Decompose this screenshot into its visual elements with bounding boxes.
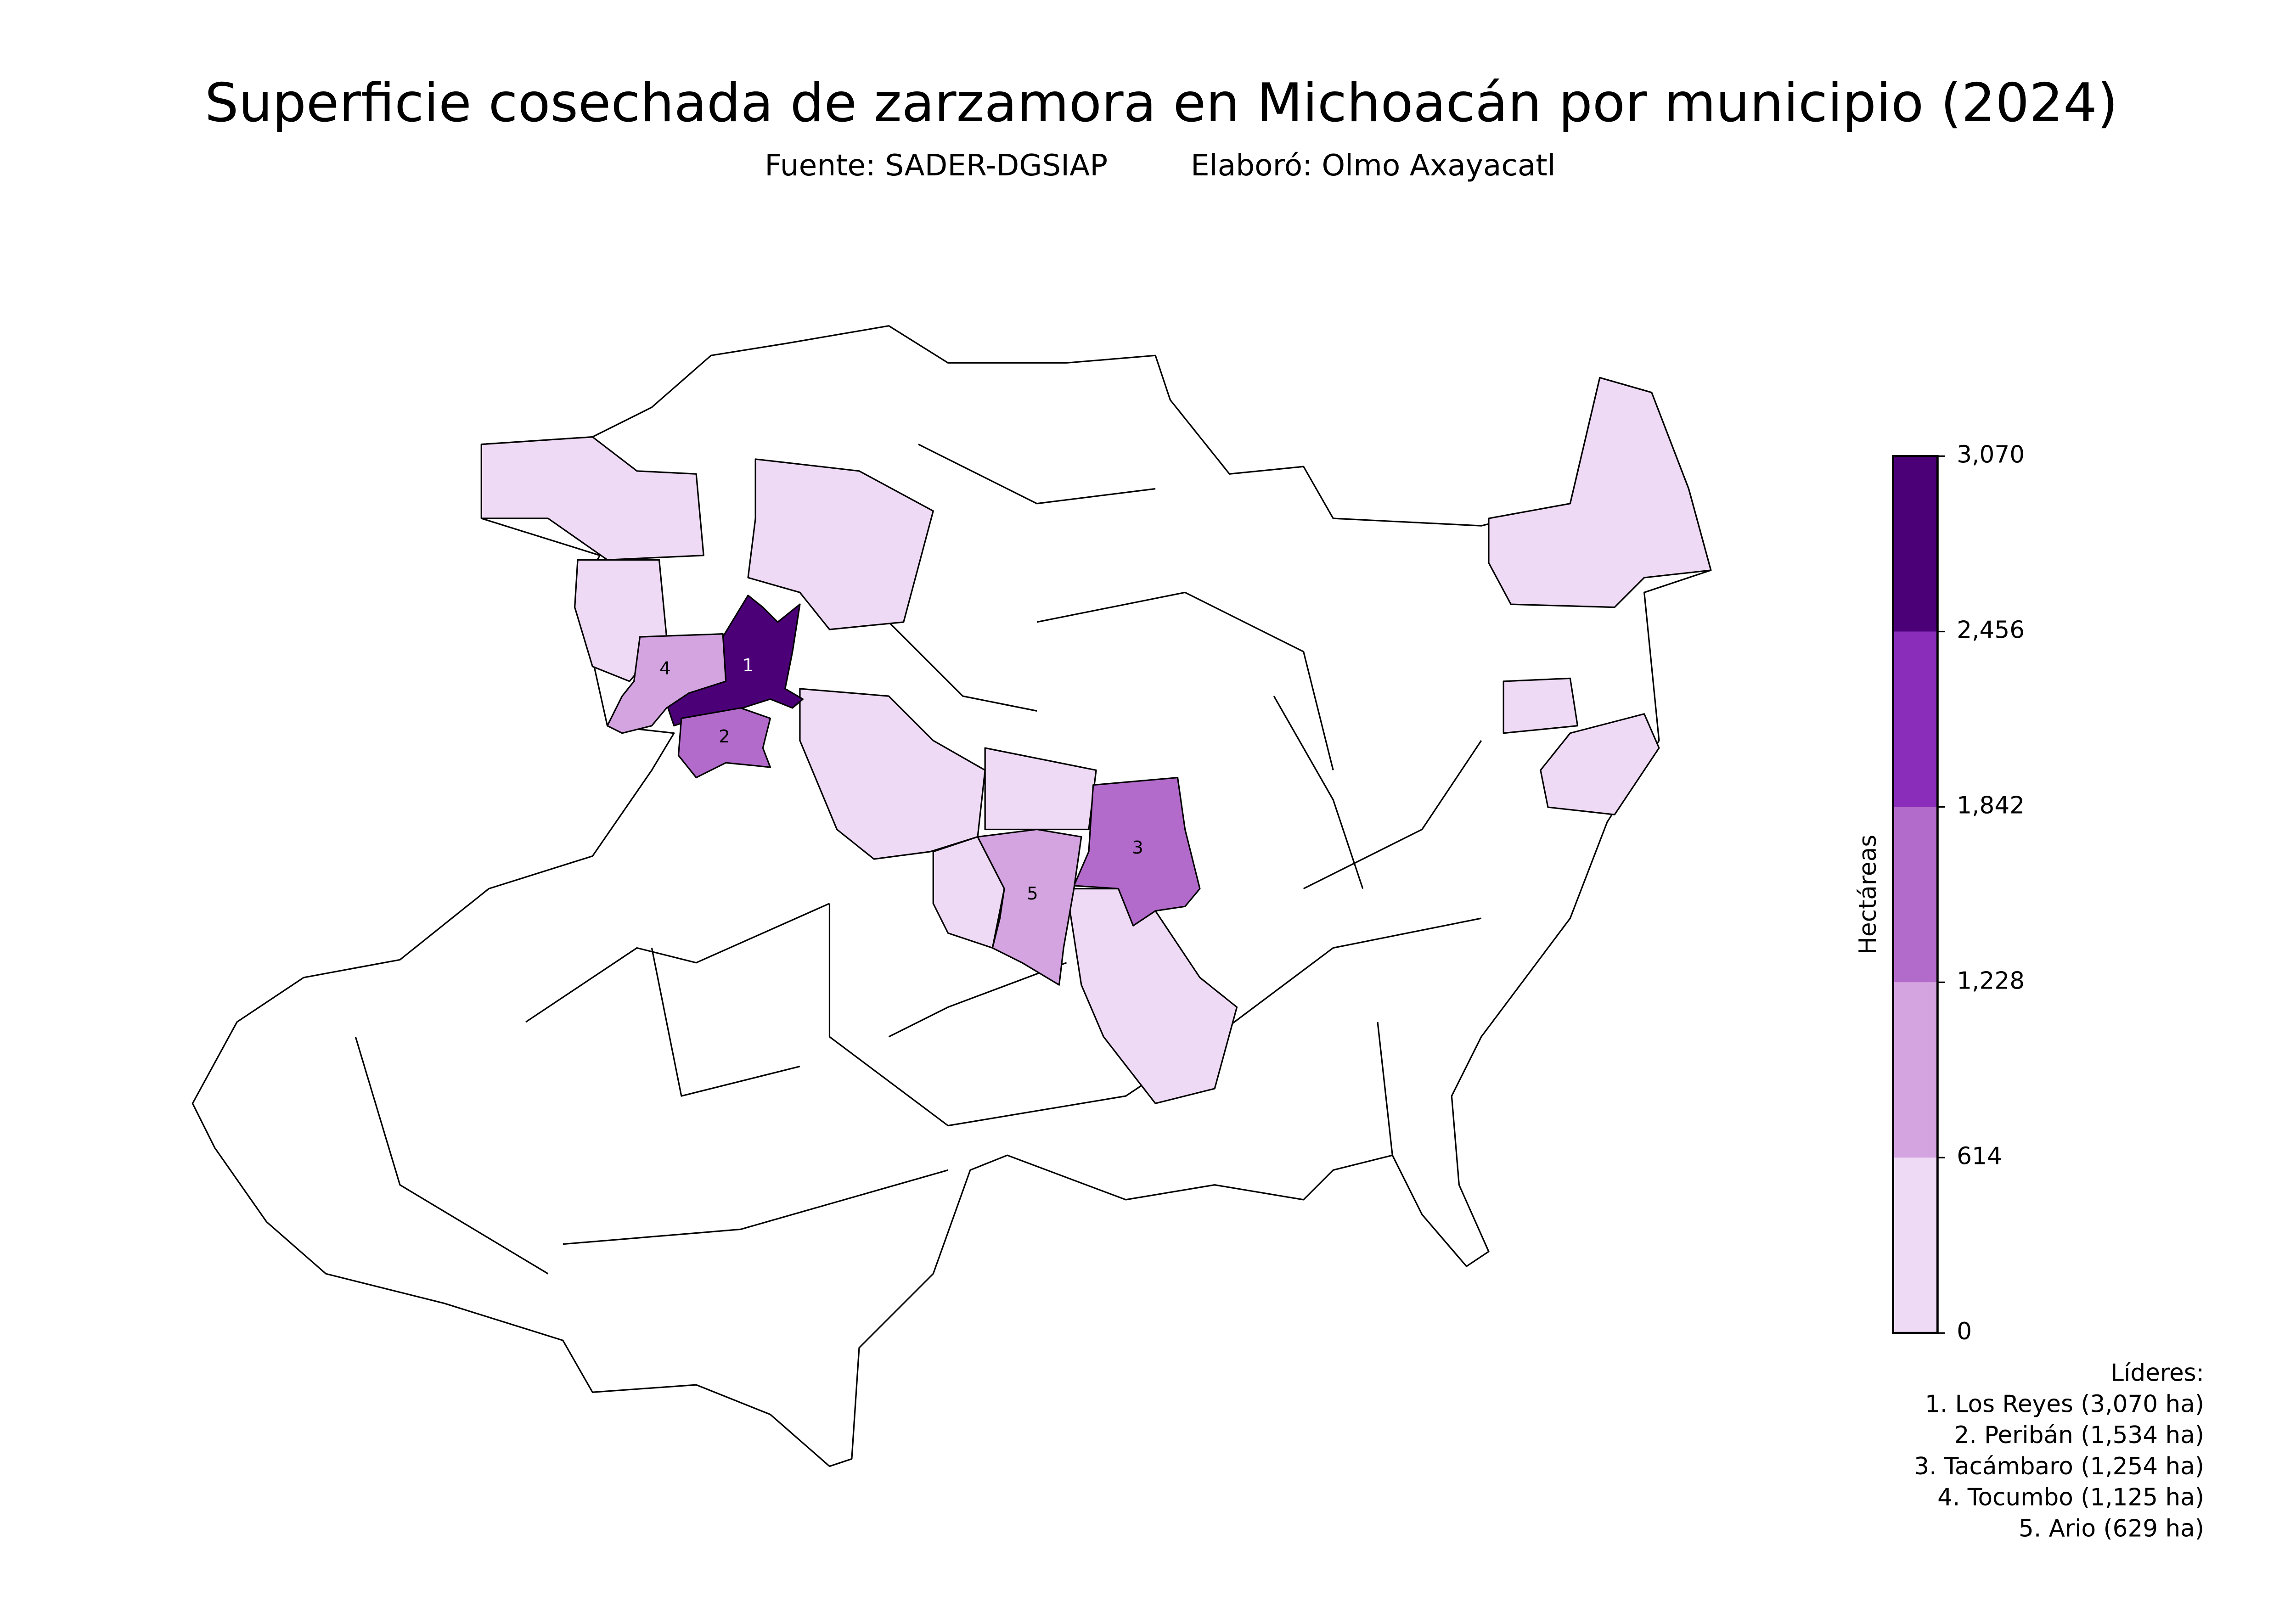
basemap [191,325,1712,1467]
colorbar-tick-label: 1,842 [1957,792,2025,819]
colorbar-bin [1893,456,1938,632]
author: Elaboró: Olmo Axayacatl [1191,148,1556,183]
leader-entry: 3. Tacámbaro (1,254 ha) [1914,1453,2204,1480]
light-regions [480,376,1712,1104]
municipality [677,707,771,779]
source: Fuente: SADER-DGSIAP [765,148,1108,183]
municipality [1073,776,1201,927]
colorbar-bin [1893,1157,1938,1333]
colorbar-bin [1893,982,1938,1158]
region [747,458,934,630]
colorbar-tick-label: 3,070 [1957,441,2025,469]
region [480,436,704,561]
map-label: 3 [1132,837,1143,858]
map-label: 5 [1027,883,1038,904]
colorbar-bin [1893,631,1938,807]
region [1488,376,1712,608]
region [1503,677,1579,734]
colorbar-tick-label: 614 [1957,1142,2002,1170]
highlighted-municipalities [606,595,1201,986]
leader-entry: 2. Peribán (1,534 ha) [1954,1422,2205,1449]
leader-entry: 5. Ario (629 ha) [2019,1515,2204,1542]
leader-entry: 1. Los Reyes (3,070 ha) [1925,1390,2204,1418]
municipality [977,828,1082,986]
region [1540,713,1660,815]
colorbar-tick-label: 2,456 [1957,616,2025,644]
municipal-boundary [355,444,1482,1275]
colorbar-bin [1893,807,1938,983]
leader-entry: 4. Tocumbo (1,125 ha) [1937,1484,2204,1511]
colorbar-tick-label: 1,228 [1957,967,2025,995]
colorbar-label: Hectáreas [1854,835,1882,955]
colorbar-frame [1892,455,1939,1334]
map-label: 4 [659,658,671,679]
region [984,747,1097,831]
colorbar-tick-label: 0 [1957,1318,1972,1345]
map-label: 1 [743,655,754,676]
leaders-title: Líderes: [2110,1360,2204,1387]
chart-title: Superficie cosechada de zarzamora en Mic… [205,72,2118,134]
map-label: 2 [719,726,730,747]
municipality [606,633,727,734]
